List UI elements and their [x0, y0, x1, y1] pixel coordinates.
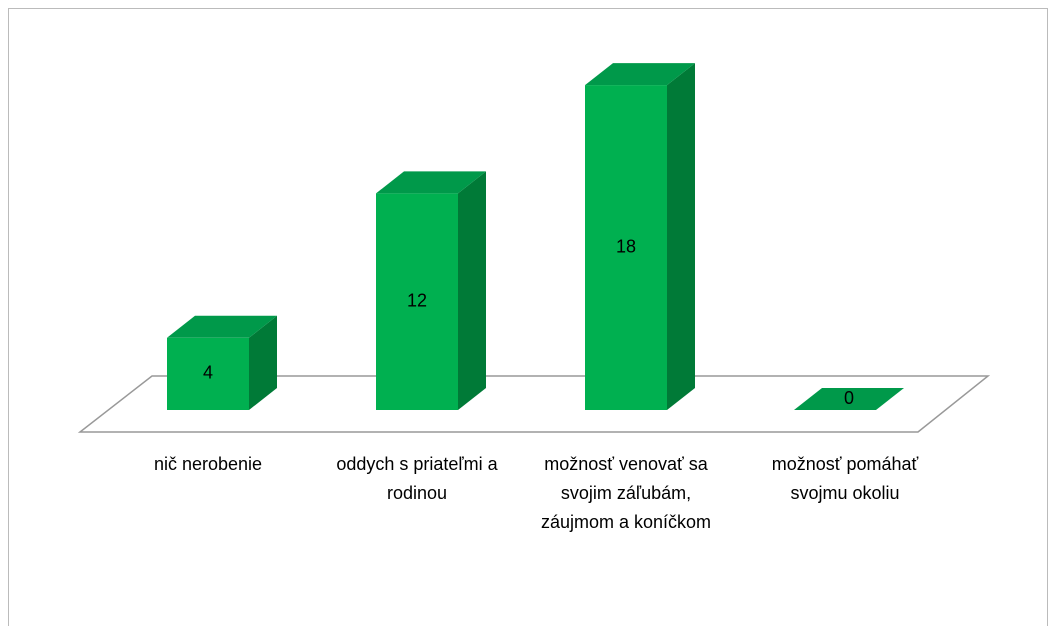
floor — [77, 375, 991, 433]
x-tick-label: možnosť pomáhať svojmu okoliu — [771, 454, 919, 503]
bar-top — [167, 315, 277, 338]
bar — [585, 85, 667, 410]
bar-side — [249, 315, 277, 410]
bar-top — [585, 63, 695, 86]
bar — [376, 193, 458, 410]
value-label: 4 — [203, 363, 213, 383]
x-tick-label: nič nerobenie — [153, 454, 263, 474]
value-label: 12 — [407, 290, 427, 310]
bar — [167, 337, 249, 410]
bar-top — [376, 171, 486, 194]
value-label: 0 — [844, 388, 854, 408]
x-tick-label: oddych s priateľmi a rodinou — [336, 454, 498, 503]
chart-frame — [8, 8, 1048, 626]
value-label: 18 — [616, 236, 636, 256]
bar-top — [794, 388, 904, 410]
x-tick-label: možnosť venovať sa svojim záľubám, záujm… — [540, 454, 712, 532]
bar-side — [458, 171, 486, 410]
bar-side — [667, 63, 695, 410]
